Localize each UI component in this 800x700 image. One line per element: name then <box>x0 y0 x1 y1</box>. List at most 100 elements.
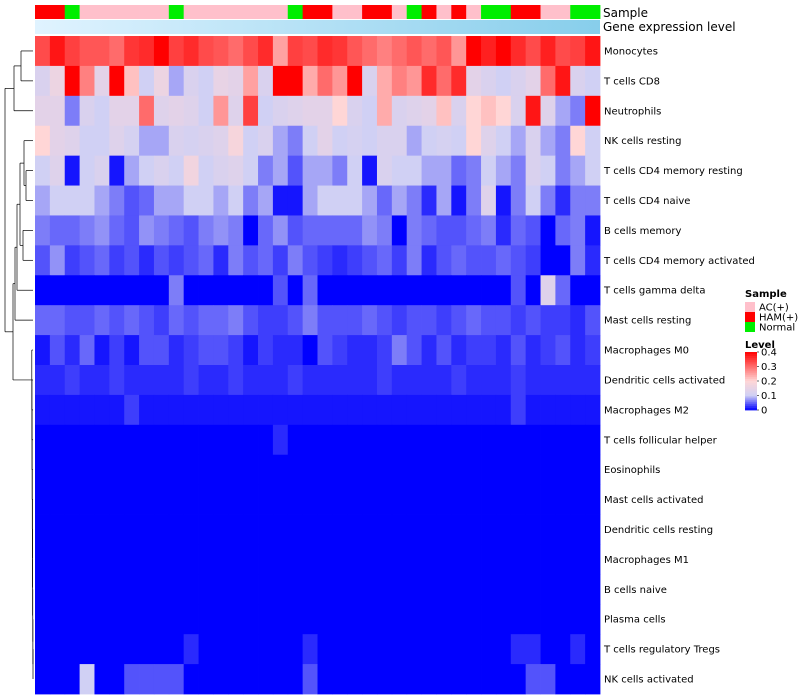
heatmap-cell <box>570 185 586 216</box>
heatmap-cell <box>332 544 348 575</box>
heatmap-cell <box>585 634 601 665</box>
heatmap-cell <box>481 305 497 336</box>
heatmap-cell <box>243 65 259 97</box>
sample-annotation-bar <box>35 5 601 19</box>
heatmap-cell <box>124 125 140 157</box>
heatmap-cell <box>94 245 110 276</box>
heatmap-cell <box>555 424 571 456</box>
heatmap-cell <box>153 634 170 665</box>
heatmap-cell <box>510 544 527 575</box>
heatmap-cell <box>466 215 482 246</box>
heatmap-cell <box>49 574 66 605</box>
heatmap-cell <box>525 125 541 157</box>
legend-gradient-step <box>745 394 757 397</box>
heatmap-cell <box>228 335 244 366</box>
heatmap-cell <box>302 125 318 157</box>
heatmap-cell <box>287 484 304 515</box>
heatmap-cell <box>525 335 541 366</box>
heatmap-cell <box>585 275 601 306</box>
heatmap-cell <box>510 335 527 366</box>
heatmap-cell <box>495 185 512 216</box>
row-label: B cells memory <box>604 226 681 237</box>
heatmap-cell <box>243 365 259 396</box>
legend-gradient-step <box>745 398 757 401</box>
heatmap-cell <box>317 275 333 306</box>
heatmap-cell <box>258 454 274 486</box>
heatmap-cell <box>585 604 601 635</box>
heatmap-cell <box>213 634 229 665</box>
heatmap-cell <box>362 514 378 545</box>
heatmap-cell <box>540 514 556 545</box>
heatmap-cell <box>213 245 229 276</box>
heatmap-cell <box>421 215 437 246</box>
heatmap-cell <box>362 484 378 515</box>
heatmap-cell <box>139 125 155 157</box>
heatmap-cell <box>213 365 229 396</box>
heatmap-cell <box>362 215 378 246</box>
heatmap-cell <box>451 36 467 67</box>
heatmap-cell <box>540 185 556 216</box>
heatmap-cell <box>183 305 199 336</box>
heatmap-cell <box>495 454 512 486</box>
heatmap-cell <box>287 185 304 216</box>
heatmap-cell <box>495 65 512 97</box>
legend-gradient-step <box>745 406 757 409</box>
heatmap-cell <box>198 305 214 336</box>
heatmap-cell <box>272 634 289 665</box>
heatmap-cell <box>540 125 556 157</box>
heatmap-cell <box>406 275 422 306</box>
heatmap-cell <box>272 215 289 246</box>
heatmap-cell <box>228 514 244 545</box>
heatmap-cell <box>109 185 125 216</box>
heatmap-cell <box>287 36 304 67</box>
legend-level-title: Level <box>745 340 775 351</box>
heatmap-cell <box>585 95 601 127</box>
heatmap-cell <box>421 394 437 426</box>
heatmap-cell <box>183 424 199 456</box>
sample-annotation-cell <box>94 5 110 19</box>
heatmap-cell <box>317 95 333 127</box>
heatmap-cell <box>287 634 304 665</box>
heatmap-cell <box>451 484 467 515</box>
heatmap-cell <box>347 664 363 695</box>
heatmap-cell <box>139 36 155 67</box>
heatmap-cell <box>391 544 408 575</box>
row-label: Macrophages M0 <box>604 346 689 357</box>
heatmap-cell <box>406 36 422 67</box>
heatmap-cell <box>317 634 333 665</box>
heatmap-cell <box>391 604 408 635</box>
heatmap-cell <box>555 245 571 276</box>
heatmap-cell <box>35 215 51 246</box>
heatmap-cell <box>555 185 571 216</box>
heatmap-cell <box>451 65 467 97</box>
heatmap-cell <box>406 664 422 695</box>
heatmap-cell <box>153 245 170 276</box>
heatmap-cell <box>391 275 408 306</box>
sample-annotation-cell <box>302 5 318 19</box>
heatmap-cell <box>525 65 541 97</box>
heatmap-cell <box>466 365 482 396</box>
heatmap-cell <box>555 36 571 67</box>
heatmap-cell <box>421 65 437 97</box>
heatmap-cell <box>302 245 318 276</box>
heatmap-cell <box>495 36 512 67</box>
legend-gradient-step <box>745 388 757 392</box>
heatmap-cell <box>183 514 199 545</box>
heatmap-cell <box>376 95 393 127</box>
heatmap-cell <box>466 275 482 306</box>
heatmap-cell <box>79 664 95 695</box>
heatmap-cell <box>540 484 556 515</box>
heatmap-cell <box>35 245 51 276</box>
heatmap-cell <box>332 335 348 366</box>
heatmap-cell <box>49 544 66 575</box>
heatmap-cell <box>153 335 170 366</box>
heatmap-cell <box>332 574 348 605</box>
heatmap-cell <box>258 245 274 276</box>
heatmap-cell <box>436 125 452 157</box>
heatmap-cell <box>436 245 452 276</box>
heatmap-cell <box>183 634 199 665</box>
legend-gradient-step <box>745 363 757 366</box>
heatmap-cell <box>258 544 274 575</box>
legend-gradient-step <box>745 386 757 390</box>
heatmap-cell <box>466 125 482 157</box>
